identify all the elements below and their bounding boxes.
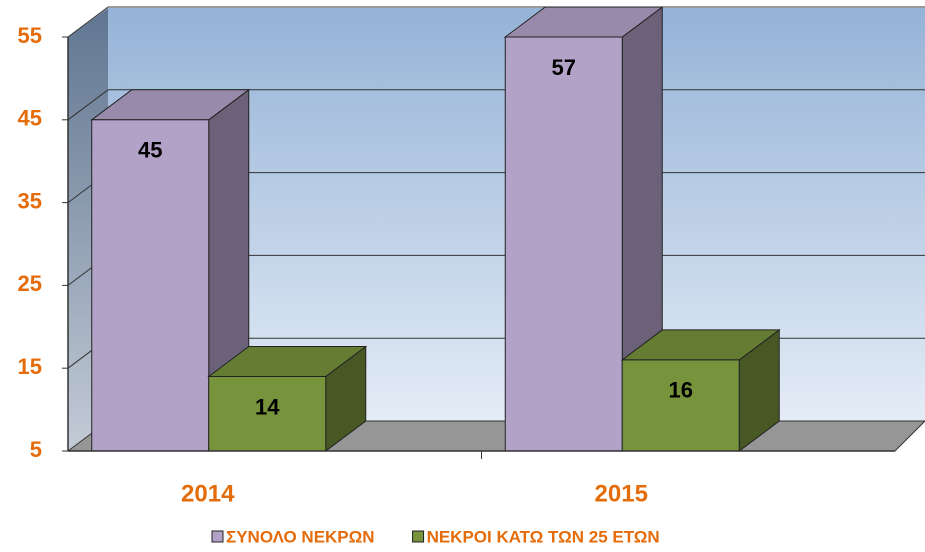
bar <box>207 345 368 452</box>
bars <box>90 6 781 452</box>
y-tick-label: 25 <box>18 271 42 296</box>
legend-swatch <box>211 530 224 543</box>
y-tick-label: 15 <box>18 354 42 379</box>
legend-label: ΣΥΝΟΛΟ ΝΕΚΡΩΝ <box>226 527 375 546</box>
bar <box>503 6 664 452</box>
data-label: 45 <box>138 138 162 163</box>
y-tick-label: 5 <box>30 437 42 462</box>
x-tick-label: 2014 <box>181 480 235 507</box>
y-tick-label: 45 <box>18 106 42 131</box>
bar <box>620 328 781 452</box>
legend-label: ΝΕΚΡΟΙ ΚΑΤΩ ΤΩΝ 25 ΕΤΩΝ <box>427 527 660 546</box>
bar-front <box>621 359 740 452</box>
data-label: 16 <box>669 378 693 403</box>
bar-front <box>208 375 327 452</box>
data-label: 57 <box>552 55 576 80</box>
y-tick-label: 35 <box>18 188 42 213</box>
grid-line <box>67 89 109 121</box>
bar-front <box>504 36 623 452</box>
bar-front <box>91 119 210 452</box>
data-label: 14 <box>255 394 280 419</box>
grid-line <box>67 6 109 38</box>
legend-swatch <box>412 530 425 543</box>
labels: 5 15 25 35 45 55 2014 45 14 2015 57 16 ΣΥΝΟΛΟ ΝΕΚΡΩΝ… <box>18 23 693 547</box>
y-tick-label: 55 <box>18 23 42 48</box>
x-tick-label: 2015 <box>595 480 648 507</box>
